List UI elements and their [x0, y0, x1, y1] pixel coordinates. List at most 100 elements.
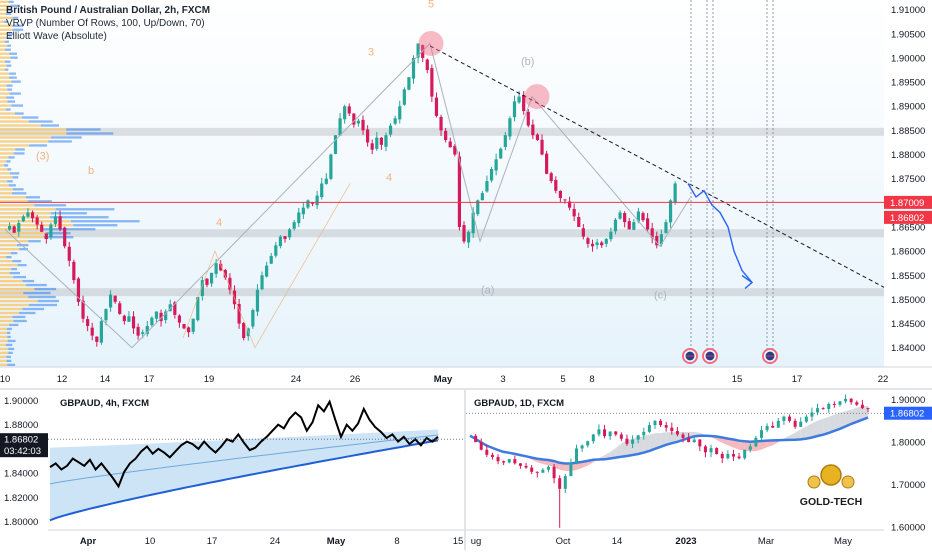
price-axis-background — [884, 0, 932, 367]
candle-body — [17, 223, 21, 232]
candle-body — [30, 212, 35, 219]
main-chart[interactable]: (3) b 4 3 5 4 (b) (a) (c) — [0, 0, 885, 367]
daily-candle-body — [838, 401, 842, 405]
candle-body — [613, 219, 618, 232]
candle-body — [600, 242, 604, 246]
main-price-axis[interactable]: 1.91000 1.90500 1.90000 1.89500 1.89000 1.885… — [884, 0, 932, 367]
daily-candle-body — [642, 431, 646, 436]
volume-bar-down — [12, 16, 19, 19]
sub-chart-left[interactable] — [48, 392, 464, 530]
candle-body — [554, 180, 558, 191]
volume-bar-down — [29, 144, 47, 147]
volume-bar-up — [0, 108, 6, 111]
volume-bar-up — [0, 355, 7, 359]
volume-bar-down — [11, 104, 23, 107]
sub-chart-right[interactable]: GOLD-TECH — [466, 392, 884, 530]
volume-profile[interactable] — [0, 0, 140, 367]
volume-bar-up — [0, 323, 10, 327]
price-line-4h[interactable] — [49, 399, 439, 489]
candle-body — [320, 183, 324, 198]
daily-candle-body — [580, 445, 584, 449]
chart-title[interactable]: British Pound / Australian Dollar, 2h, F… — [6, 5, 211, 16]
volume-bar-up — [0, 200, 28, 203]
volume-bar-down — [6, 96, 15, 99]
price-tick-label: 1.91000 — [891, 5, 925, 16]
volume-bar-down — [11, 80, 21, 83]
dashed-trendline[interactable] — [429, 45, 885, 288]
logo-coin-icon — [807, 475, 821, 489]
candles[interactable] — [7, 43, 677, 347]
price-tick-label: 1.60000 — [891, 523, 925, 534]
candle-body — [168, 304, 172, 312]
volume-bar-down — [4, 68, 9, 71]
daily-candle-body — [619, 434, 623, 439]
volume-bar-up — [0, 263, 18, 267]
daily-candle-body — [586, 441, 590, 446]
volume-bar-down — [8, 184, 16, 187]
volume-bar-up — [0, 220, 71, 223]
daily-candle-body — [496, 456, 500, 462]
daily-candle-body — [513, 459, 517, 464]
volume-bar-down — [40, 124, 59, 127]
candle-body — [517, 96, 521, 103]
volume-bar-down — [48, 140, 72, 143]
candle-body — [164, 311, 168, 321]
volume-bar-up — [0, 275, 14, 279]
volume-bar-down — [13, 152, 25, 155]
volume-bar-down — [28, 120, 53, 123]
daily-candle-body — [535, 471, 539, 473]
ribbon-segment — [767, 440, 773, 448]
candle-body — [44, 233, 48, 240]
ribbon-segment — [610, 448, 616, 459]
ribbon-segment — [845, 409, 852, 427]
main-time-axis[interactable]: 10 12 14 17 19 24 26 May 3 5 8 10 15 17 22 — [0, 366, 932, 385]
candle-body — [572, 208, 576, 217]
volume-bar-up — [0, 132, 67, 135]
daily-candle-body — [608, 431, 612, 437]
candle-body — [131, 316, 136, 329]
candle-body — [448, 141, 452, 148]
candle-body — [177, 315, 182, 323]
volume-bar-down — [4, 164, 9, 167]
volume-bar-down — [7, 100, 15, 103]
volume-bar-up — [0, 335, 8, 339]
candle-body — [67, 246, 71, 261]
candle-body — [104, 309, 108, 321]
candle-body — [283, 236, 287, 240]
volume-bar-down — [8, 156, 15, 159]
price-tick-label: 1.88000 — [4, 420, 38, 431]
indicator-vrvp-label[interactable]: VRVP (Number Of Rows, 100, Up/Down, 70) — [6, 18, 205, 29]
daily-candle-body — [636, 435, 640, 440]
time-tick-label: 2023 — [675, 536, 696, 547]
volume-bar-down — [7, 331, 11, 335]
gb-flag-icon[interactable] — [682, 348, 698, 364]
volume-bar-up — [0, 331, 8, 335]
candle-body — [265, 265, 269, 277]
volume-bar-down — [9, 76, 17, 79]
volume-bar-up — [0, 124, 41, 127]
price-tick-label: 1.89000 — [891, 102, 925, 113]
time-tick-label: 24 — [291, 374, 302, 385]
candle-body — [402, 89, 406, 105]
indicator-elliott-label[interactable]: Elliott Wave (Absolute) — [6, 31, 107, 42]
axis-background — [0, 390, 48, 530]
volume-bar-up — [0, 240, 29, 243]
volume-bar-up — [0, 100, 8, 103]
volume-bar-down — [43, 228, 96, 231]
candle-body — [650, 228, 654, 238]
volume-bar-up — [0, 212, 51, 215]
price-tag-box — [0, 433, 48, 458]
au-flag-icon[interactable] — [702, 348, 718, 364]
candle-body — [512, 101, 517, 118]
daily-candle-body — [546, 466, 550, 470]
time-tick-label: 8 — [589, 374, 594, 385]
daily-candle-body — [502, 461, 506, 463]
volume-bar-up — [0, 68, 5, 71]
candle-body — [352, 113, 356, 125]
candle-body — [462, 225, 466, 242]
support-zone — [0, 288, 884, 297]
volume-bar-down — [10, 4, 20, 7]
forecast-path[interactable] — [687, 183, 753, 283]
au-flag-icon[interactable] — [762, 348, 778, 364]
